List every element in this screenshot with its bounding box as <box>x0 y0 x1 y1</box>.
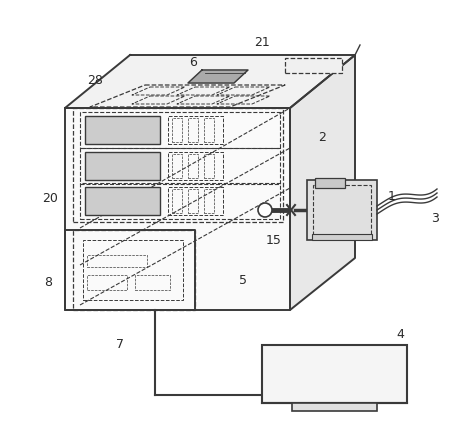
Bar <box>204 118 214 142</box>
Bar <box>172 154 182 178</box>
Bar <box>172 189 182 213</box>
Bar <box>73 108 283 222</box>
Text: 7: 7 <box>116 338 124 352</box>
Bar <box>85 116 160 144</box>
Bar <box>85 152 160 180</box>
Bar <box>204 154 214 178</box>
Bar <box>204 189 214 213</box>
Circle shape <box>258 203 272 217</box>
Bar <box>307 180 377 240</box>
Bar <box>80 183 280 219</box>
Bar <box>292 403 377 411</box>
Bar <box>188 118 198 142</box>
Bar <box>262 345 407 403</box>
Text: 1: 1 <box>388 189 396 203</box>
Text: 15: 15 <box>266 234 282 247</box>
Text: 21: 21 <box>254 35 270 48</box>
Text: 3: 3 <box>431 211 439 224</box>
Bar <box>188 154 198 178</box>
Polygon shape <box>65 55 355 108</box>
Text: 20: 20 <box>42 192 58 205</box>
Bar <box>87 275 127 290</box>
Bar <box>73 230 195 310</box>
Bar <box>315 178 345 188</box>
Text: 5: 5 <box>239 274 247 287</box>
Text: 2: 2 <box>318 131 326 144</box>
Bar <box>312 234 372 240</box>
Text: 28: 28 <box>87 74 103 86</box>
Polygon shape <box>65 108 290 310</box>
Bar <box>285 58 342 73</box>
Bar <box>83 240 183 300</box>
Bar <box>80 148 280 184</box>
Bar <box>168 116 223 144</box>
Polygon shape <box>188 70 248 83</box>
Text: 6: 6 <box>189 56 197 69</box>
Polygon shape <box>290 55 355 310</box>
Bar <box>80 112 280 148</box>
Bar <box>85 187 160 215</box>
Text: 4: 4 <box>396 328 404 341</box>
Bar <box>172 118 182 142</box>
Bar <box>168 152 223 180</box>
Bar <box>188 189 198 213</box>
Bar <box>168 187 223 215</box>
Bar <box>313 185 371 235</box>
Bar <box>135 275 170 290</box>
Bar <box>87 255 147 267</box>
Text: 8: 8 <box>44 275 52 288</box>
